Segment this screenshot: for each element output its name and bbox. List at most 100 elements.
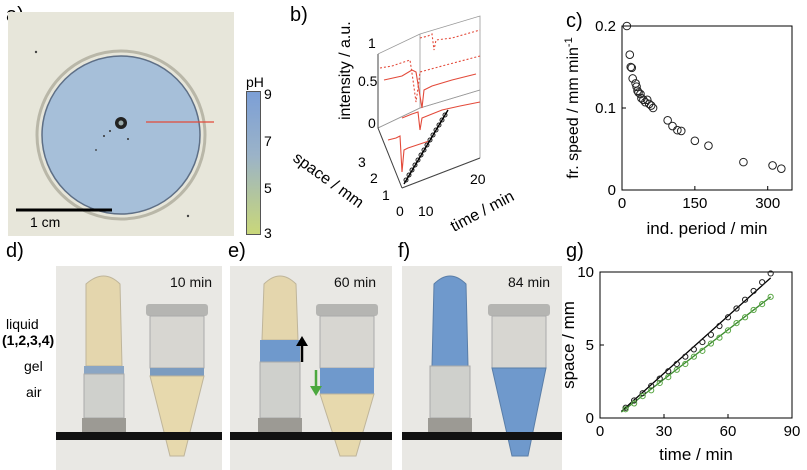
- ph-colorbar: [246, 91, 261, 235]
- chart-c-point: [622, 21, 632, 31]
- panel-d-time: 10 min: [170, 274, 213, 290]
- chart-c-ylabel: fr. speed / mm min-1: [563, 37, 582, 178]
- chart-c-point: [646, 101, 656, 110]
- chart-g-point-series-0: [656, 375, 663, 382]
- panel-e-time: 60 min: [334, 274, 377, 290]
- chart-g-point-series-0: [716, 322, 723, 330]
- b-ytick-3: 3: [358, 154, 366, 170]
- chart-g-point-series-1: [724, 327, 732, 334]
- chart-g-point-series-1: [759, 301, 766, 308]
- chart-g-ytick-label: 10: [577, 264, 594, 281]
- b-xtick-10: 10: [418, 203, 434, 219]
- chart-c-point: [777, 164, 786, 173]
- chart-c-point: [690, 136, 700, 146]
- chart-c-xtick-label: 300: [755, 195, 780, 212]
- chart-c-point: [632, 82, 641, 91]
- chart-g-point-series-0: [699, 338, 706, 346]
- chart-c-point: [626, 62, 636, 72]
- colorbar-title: pH: [246, 74, 264, 90]
- panel-d-photo: [56, 266, 222, 470]
- chart-c-point: [625, 50, 635, 60]
- annotation-liquid-ids: (1,2,3,4): [2, 332, 55, 348]
- chart-g-point-series-1: [639, 393, 646, 400]
- chart-c-point: [739, 157, 748, 167]
- chart-g: 0 30 60 90 0 5 10 time / min space / mm: [560, 264, 801, 464]
- chart-g-point-series-1: [733, 320, 740, 327]
- panel-b-3d-plot: 1 0.5 0 intensity / a.u. 3 2 1 0 space /…: [292, 15, 517, 236]
- petri-dish-image: [16, 49, 214, 221]
- annotation-gel: gel: [24, 358, 43, 374]
- chart-g-xtick-label: 60: [720, 423, 737, 440]
- panel-b-label: b): [290, 4, 308, 26]
- chart-g-point-series-1: [716, 334, 723, 341]
- chart-g-point-series-0: [759, 279, 766, 286]
- chart-c-xtick-label: 0: [618, 195, 626, 212]
- chart-c-frame: [621, 25, 793, 191]
- chart-c-point: [668, 121, 677, 131]
- b-ylabel: space / mm: [292, 149, 367, 211]
- chart-g-point-series-1: [665, 374, 672, 381]
- chart-g-point-series-0: [741, 296, 749, 303]
- chart-g-point-series-1: [767, 293, 774, 300]
- b-ytick-1: 1: [382, 187, 390, 203]
- chart-g-xtick-label: 30: [656, 423, 673, 440]
- chart-g-point-series-0: [707, 331, 715, 338]
- b-ztick-1: 1: [368, 35, 376, 51]
- chart-c-ytick-label: 0.2: [595, 18, 616, 35]
- chart-g-point-series-1: [682, 360, 689, 368]
- b-ztick-05: 0.5: [358, 73, 378, 89]
- chart-g-point-series-1: [673, 366, 680, 373]
- colorbar-tick-3: 3: [264, 225, 272, 241]
- chart-g-point-series-1: [656, 379, 663, 387]
- chart-g-xtick-label: 90: [784, 423, 801, 440]
- panel-a-photo: [8, 12, 234, 236]
- b-xlabel: time / min: [448, 188, 517, 236]
- chart-c-xlabel: ind. period / min: [647, 219, 768, 238]
- chart-g-ylabel: space / mm: [560, 301, 578, 389]
- panel-c-label: c): [566, 10, 583, 32]
- chart-c-point: [704, 141, 713, 151]
- chart-g-point-series-1: [750, 306, 757, 314]
- b-zlabel: intensity / a.u.: [337, 21, 354, 120]
- chart-g-point-series-0: [767, 270, 774, 277]
- chart-g-ytick-label: 0: [586, 410, 594, 427]
- chart-g-point-series-1: [622, 406, 629, 413]
- chart-g-fit-line-0: [620, 277, 772, 412]
- colorbar-tick-5: 5: [264, 180, 272, 196]
- panel-e-photo: [230, 266, 392, 470]
- panel-f-label: f): [398, 240, 411, 262]
- chart-g-point-series-0: [673, 360, 680, 368]
- chart-g-ytick-label: 5: [586, 337, 594, 354]
- colorbar-tick-7: 7: [264, 133, 272, 149]
- b-ytick-0: 0: [396, 203, 404, 219]
- chart-g-point-series-1: [707, 340, 715, 347]
- b-ztick-0: 0: [368, 115, 376, 131]
- chart-c-point: [628, 74, 637, 83]
- chart-c-ylabel-text: fr. speed / mm min: [565, 47, 582, 179]
- panel-f-photo: [402, 266, 562, 470]
- chart-g-point-series-1: [631, 400, 638, 407]
- chart-c-point: [648, 103, 658, 113]
- chart-g-point-series-1: [690, 353, 697, 360]
- chart-c-ytick-label: 0.1: [595, 100, 616, 117]
- chart-c-point: [663, 116, 672, 125]
- chart-c-ytick-label: 0: [608, 182, 616, 199]
- chart-c-ylabel-sup: -1: [563, 37, 575, 47]
- chart-c-point: [768, 161, 777, 170]
- chart-g-point-series-1: [741, 314, 749, 321]
- chart-c-point: [642, 95, 652, 105]
- chart-g-point-series-0: [724, 314, 732, 321]
- chart-c-point: [639, 95, 648, 105]
- scale-bar-label: 1 cm: [30, 214, 61, 230]
- chart-g-xlabel: time / min: [659, 445, 733, 464]
- chart-c-xtick-label: 150: [682, 195, 707, 212]
- panel-d-label: d): [6, 240, 24, 262]
- b-xtick-20: 20: [470, 171, 486, 187]
- chart-g-point-series-0: [665, 368, 672, 375]
- chart-g-point-series-1: [699, 347, 706, 354]
- chart-c-point: [673, 125, 682, 135]
- chart-g-point-series-0: [682, 353, 689, 360]
- chart-g-point-series-1: [648, 387, 655, 394]
- b-ytick-2: 2: [370, 170, 378, 186]
- chart-c-point: [627, 63, 637, 73]
